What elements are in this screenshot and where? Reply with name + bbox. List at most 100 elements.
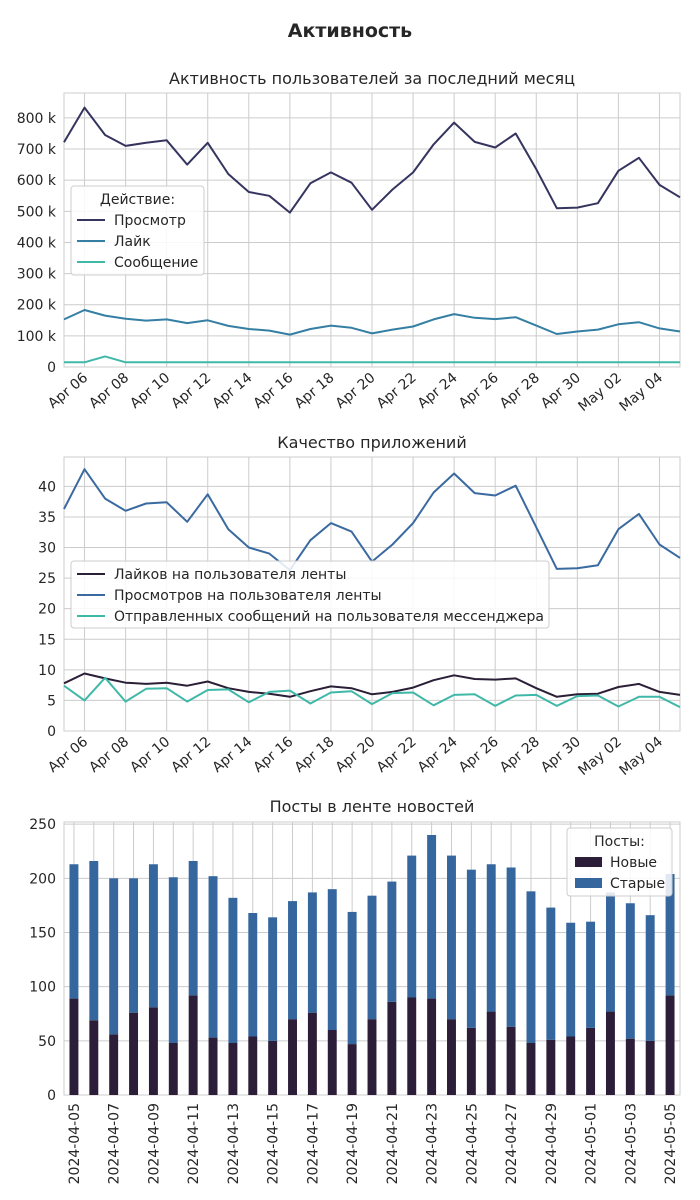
x-tick-label: Apr 06 (45, 370, 91, 412)
legend-entry: Лайк (114, 234, 151, 250)
bar (208, 1037, 218, 1095)
y-tick-label: 100 k (17, 329, 57, 345)
bar (486, 864, 496, 1012)
x-tick-label: 2024-04-15 (266, 1103, 282, 1184)
x-tick-label: 2024-04-27 (504, 1103, 520, 1184)
bar (427, 998, 437, 1095)
x-tick-label: Apr 10 (127, 370, 173, 412)
x-tick-label: Apr 22 (374, 734, 420, 776)
bar (268, 1040, 278, 1095)
bar (89, 861, 99, 1021)
bar (625, 1038, 635, 1095)
bar (427, 835, 437, 999)
bar (566, 1036, 576, 1095)
x-tick-label: May 02 (575, 734, 625, 779)
bar (268, 917, 278, 1041)
y-tick-label: 800 k (17, 111, 57, 127)
bar (466, 869, 476, 1028)
plot-border (63, 456, 681, 732)
bar (665, 995, 675, 1095)
x-tick-label: Apr 18 (292, 370, 338, 412)
bar (307, 892, 317, 1013)
bar (327, 1030, 337, 1095)
x-tick-label: Apr 12 (168, 734, 214, 776)
y-tick-label: 150 (29, 926, 56, 942)
bar (387, 1001, 397, 1095)
x-tick-label: 2024-04-13 (226, 1103, 242, 1184)
legend-entry: Просмотров на пользователя ленты (114, 588, 382, 604)
bar (387, 881, 397, 1002)
x-tick-label: Apr 06 (45, 734, 91, 776)
x-tick-label: 2024-04-21 (385, 1103, 401, 1184)
y-tick-label: 0 (47, 360, 56, 376)
y-tick-label: 10 (38, 663, 56, 679)
series-Просмотр (63, 106, 681, 214)
series-Лайков на пользователя ленты (63, 672, 681, 698)
bar (148, 1007, 158, 1095)
legend-swatch (575, 878, 602, 888)
y-tick-label: 250 (29, 817, 56, 833)
bar (347, 911, 357, 1045)
x-tick-label: Apr 12 (168, 370, 214, 412)
bar (69, 998, 79, 1095)
y-tick-label: 40 (38, 479, 56, 495)
x-tick-label: Apr 10 (127, 734, 173, 776)
chart-title: Качество приложений (277, 433, 466, 452)
x-tick-label: Apr 22 (374, 370, 420, 412)
y-tick-label: 0 (47, 724, 56, 740)
chart-3: Посты в ленте новостей 0 50 100 150 200 250 202… (29, 797, 681, 1184)
bar (447, 1019, 456, 1095)
legend-swatch (575, 857, 602, 867)
x-tick-label: Apr 08 (86, 734, 132, 776)
legend-entry: Лайков на пользователя ленты (114, 567, 346, 583)
bar (129, 878, 139, 1013)
bar (566, 922, 576, 1037)
legend-entry: Просмотр (114, 213, 186, 229)
bar (506, 867, 516, 1027)
x-tick-label: Apr 20 (333, 370, 379, 412)
series-Лайк (63, 309, 681, 336)
x-tick-label: 2024-04-11 (186, 1103, 202, 1184)
y-tick-label: 0 (47, 1088, 56, 1104)
bar (546, 907, 556, 1040)
x-tick-label: Apr 14 (209, 734, 255, 776)
x-tick-label: 2024-05-03 (623, 1103, 639, 1184)
bar (248, 1036, 258, 1095)
x-tick-label: 2024-05-05 (663, 1103, 679, 1184)
bar (466, 1027, 476, 1095)
bar (168, 1043, 178, 1095)
bar (307, 1012, 317, 1095)
x-tick-label: 2024-04-25 (464, 1103, 480, 1184)
bar (407, 855, 417, 998)
bar (188, 861, 198, 996)
series-Новые (69, 995, 675, 1095)
legend-box (70, 560, 550, 629)
y-tick-label: 700 k (17, 142, 57, 158)
legend: Посты: Новые Старые (566, 827, 673, 897)
x-tick-label: Apr 18 (292, 734, 338, 776)
bar (168, 877, 178, 1043)
bar (109, 878, 119, 1035)
x-tick-label: Apr 08 (86, 370, 132, 412)
bar (367, 1019, 377, 1095)
x-tick-label: 2024-04-19 (345, 1103, 361, 1184)
bar (526, 891, 536, 1043)
legend-entry: Новые (610, 855, 657, 871)
bar (69, 864, 79, 999)
bar (586, 1027, 596, 1095)
series-Отправленных сообщений на пользователя мессенджера (63, 676, 681, 708)
bar (89, 1020, 99, 1095)
y-tick-label: 50 (38, 1034, 56, 1050)
bar (486, 1011, 496, 1095)
plot-border (63, 92, 681, 368)
y-tick-label: 15 (38, 632, 56, 648)
y-tick-label: 35 (38, 510, 56, 526)
x-tick-label: Apr 14 (209, 370, 255, 412)
bar (228, 1043, 238, 1095)
x-tick-label: Apr 16 (251, 370, 297, 412)
bar (109, 1034, 119, 1095)
y-tick-label: 600 k (17, 173, 57, 189)
y-tick-label: 30 (38, 541, 56, 557)
bar (148, 864, 158, 1008)
